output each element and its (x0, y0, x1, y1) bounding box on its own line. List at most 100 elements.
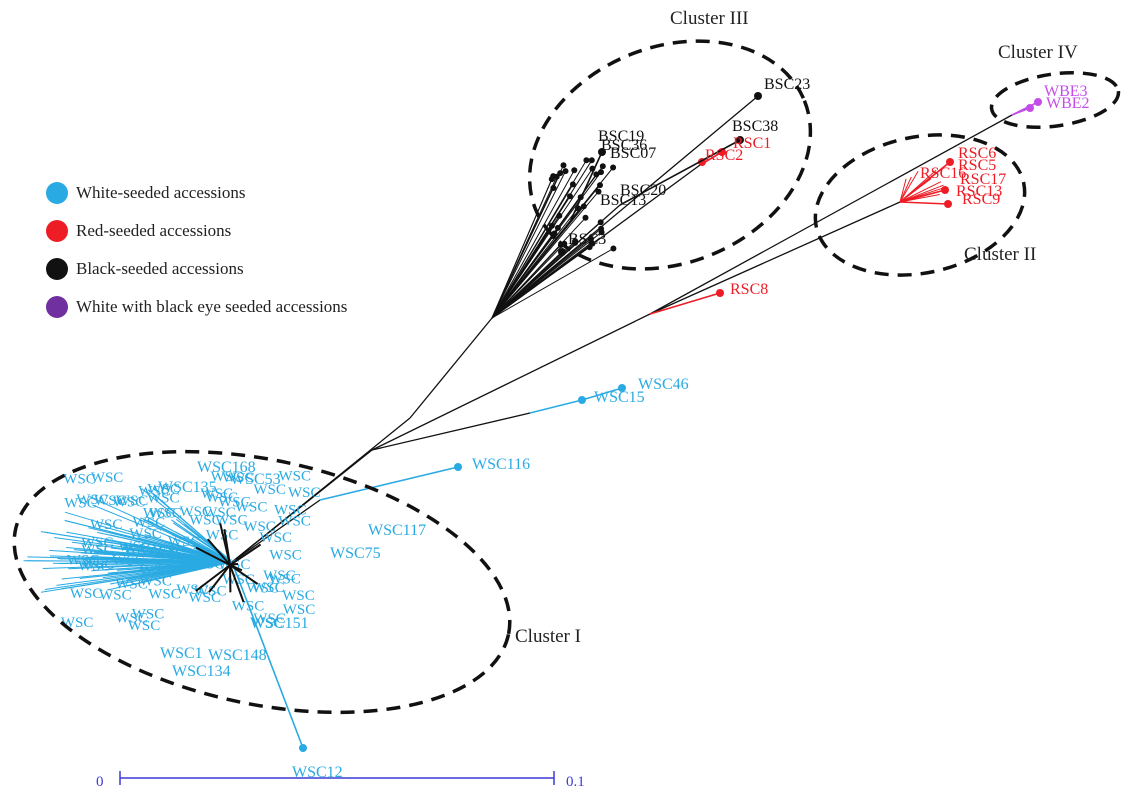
dense-leaf-text: WSC (67, 553, 100, 569)
leaf-label: WSC148 (208, 647, 267, 664)
dense-branch (98, 557, 233, 563)
tip-dot (598, 225, 605, 232)
cluster-outlines (12, 39, 1121, 715)
tree-branch (371, 412, 531, 451)
dense-leaf-text: WSC (180, 504, 213, 520)
dense-branch (116, 561, 233, 571)
dense-leaf-text: WSC (215, 512, 248, 528)
dense-leaf-text: WSC (253, 482, 286, 498)
dense-leaf-text: WSC (91, 470, 124, 486)
tip-dot (299, 744, 307, 752)
tip-dot (1034, 98, 1042, 106)
cluster-label-iv: Cluster IV (998, 42, 1078, 63)
dense-leaf-text: WSC (133, 515, 166, 531)
tip-dot (754, 92, 762, 100)
leaf-label: WSC134 (172, 663, 231, 680)
dense-leaf-text: WSC (260, 530, 293, 546)
tree-branch (231, 499, 321, 563)
tip-dot (571, 167, 578, 174)
dense-leaf-text: WSC (149, 505, 182, 521)
dense-leaf-text: WSC (246, 581, 279, 597)
dense-branch (491, 228, 602, 319)
leaf-label: BSC07 (610, 145, 656, 162)
dense-branch (491, 176, 558, 319)
dense-leaf-text: WSC (222, 470, 255, 486)
dense-branch (491, 243, 565, 319)
dense-leaf-text: WSC (123, 541, 156, 557)
cluster-outline (527, 39, 813, 271)
dense-leaf-text: WSC (115, 576, 148, 592)
dense-leaf-text: WSC (70, 586, 103, 602)
tip-dot (567, 193, 573, 200)
dense-leaf-text: WSC (116, 493, 149, 509)
legend-item-white-seeded: White-seeded accessions (46, 174, 347, 212)
leaf-label: WSC135 (158, 479, 217, 496)
dense-leaf-text: WSC (94, 493, 127, 509)
leaf-label: BSC3 (568, 231, 606, 248)
dense-branch (223, 529, 231, 566)
tip-dot (598, 148, 606, 156)
tip-dot (610, 164, 617, 171)
dense-leaf-text: WSC (115, 610, 148, 626)
dense-leaf-text: WSC (99, 587, 132, 603)
dense-leaf-text: WSC (232, 598, 265, 614)
dense-leaf-text: WSC (76, 492, 109, 508)
dense-leaf-text: WSC (138, 484, 171, 500)
dense-leaf-text: WSC (251, 616, 284, 632)
dense-branch (899, 176, 912, 203)
dense-branch (126, 561, 233, 587)
leaf-label: WSC12 (292, 764, 343, 781)
dense-leaf-text: WSC (128, 618, 161, 634)
leaf-label: RSC16 (920, 165, 966, 182)
tip-branch (231, 561, 304, 749)
dense-leaf-text: WSC (253, 611, 286, 627)
legend-dot-black-seeded (46, 258, 68, 280)
dense-leaf-text: WSC (148, 587, 181, 603)
tip-dot (553, 173, 560, 180)
leaf-label: BSC20 (620, 182, 666, 199)
dense-leaf-text: WSC (118, 539, 151, 555)
tip-dot (618, 384, 626, 392)
tip-dot (577, 194, 584, 201)
dense-branch (180, 548, 233, 563)
legend-item-white-black-eye: White with black eye seeded accessions (46, 288, 347, 326)
dense-leaf-text: WSC (269, 548, 302, 564)
dense-branch (178, 561, 233, 572)
tip-dot (582, 214, 589, 221)
tip-dot (548, 222, 555, 229)
tip-branch (581, 387, 623, 401)
leaf-label: WSC1 (160, 645, 203, 662)
dense-branch (899, 178, 907, 203)
scale-bar-max-label: 0.1 (566, 774, 585, 790)
leaf-label: WSC117 (368, 522, 426, 539)
dense-leaf-text: WSC (268, 572, 301, 588)
dense-branch (189, 555, 233, 563)
leaf-label: RSC13 (956, 183, 1002, 200)
dense-leaf-text: WSC (211, 469, 244, 485)
dense-leaf-text: WSC (243, 519, 276, 535)
leaf-label: RSC5 (958, 157, 996, 174)
tip-dot (941, 186, 949, 194)
dense-leaf-text: WSC (147, 490, 180, 506)
leaf-label: WBE2 (1046, 95, 1090, 112)
dense-branch (229, 543, 262, 566)
tip-branch (649, 292, 721, 315)
leaf-label: BSC13 (600, 192, 646, 209)
dense-leaf-text: WSC (135, 545, 168, 561)
dense-branch (491, 227, 559, 319)
dense-branch (491, 170, 575, 319)
dense-branch (93, 551, 233, 563)
tip-dot (562, 168, 569, 175)
dense-leaf-text: WSC (274, 502, 307, 518)
tree-branch (231, 417, 411, 563)
dense-leaf-text: WSC (206, 490, 239, 506)
tip-dot (589, 165, 596, 172)
leaf-label: RSC1 (733, 135, 771, 152)
dense-leaf-text: WSC (81, 542, 114, 558)
legend-label-black-seeded: Black-seeded accessions (76, 259, 244, 278)
dense-branch (119, 560, 233, 563)
legend-label-red-seeded: Red-seeded accessions (76, 221, 232, 240)
dense-leaf-text: WSC (206, 528, 239, 544)
